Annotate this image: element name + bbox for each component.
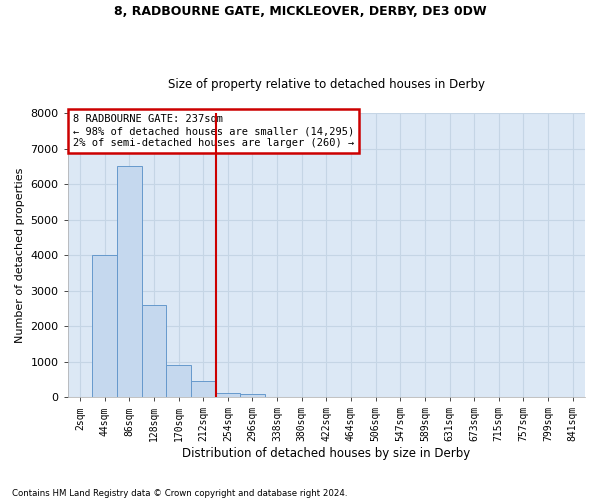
- Text: Contains HM Land Registry data © Crown copyright and database right 2024.: Contains HM Land Registry data © Crown c…: [12, 488, 347, 498]
- Bar: [142, 305, 166, 397]
- Bar: [117, 166, 142, 397]
- Bar: [215, 393, 240, 397]
- Bar: [92, 255, 117, 397]
- Text: 8 RADBOURNE GATE: 237sqm
← 98% of detached houses are smaller (14,295)
2% of sem: 8 RADBOURNE GATE: 237sqm ← 98% of detach…: [73, 114, 354, 148]
- Bar: [191, 381, 215, 397]
- X-axis label: Distribution of detached houses by size in Derby: Distribution of detached houses by size …: [182, 447, 470, 460]
- Title: Size of property relative to detached houses in Derby: Size of property relative to detached ho…: [168, 78, 485, 91]
- Text: 8, RADBOURNE GATE, MICKLEOVER, DERBY, DE3 0DW: 8, RADBOURNE GATE, MICKLEOVER, DERBY, DE…: [113, 5, 487, 18]
- Bar: [240, 394, 265, 397]
- Y-axis label: Number of detached properties: Number of detached properties: [15, 168, 25, 343]
- Bar: [166, 365, 191, 397]
